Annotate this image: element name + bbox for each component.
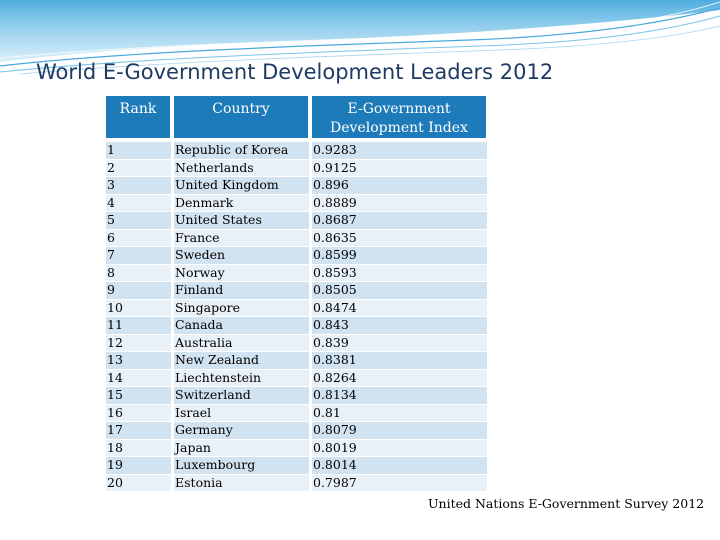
country-cell: Japan (174, 439, 309, 456)
table-row: 12 Australia 0.839 (106, 334, 487, 353)
column-header-country: Country (174, 96, 308, 138)
rank-cell: 18 (106, 439, 171, 456)
rank-cell: 12 (106, 334, 171, 351)
country-cell: France (174, 229, 309, 246)
index-cell: 0.8635 (312, 229, 487, 246)
index-cell: 0.8079 (312, 422, 487, 439)
index-cell: 0.9125 (312, 159, 487, 176)
rank-cell: 11 (106, 317, 171, 334)
country-cell: Switzerland (174, 387, 309, 404)
table-row: 4 Denmark 0.8889 (106, 194, 487, 213)
index-cell: 0.7987 (312, 474, 487, 491)
country-cell: Israel (174, 404, 309, 421)
table-row: 11 Canada 0.843 (106, 317, 487, 335)
column-header-country-label: Country (212, 101, 270, 117)
table-row: 16 Israel 0.81 (106, 404, 487, 423)
source-citation: United Nations E-Government Survey 2012 (428, 496, 705, 511)
rank-cell: 13 (106, 352, 171, 369)
index-cell: 0.8134 (312, 387, 487, 404)
rank-cell: 10 (106, 299, 171, 316)
table-row: 15 Switzerland 0.8134 (106, 387, 487, 405)
index-cell: 0.896 (312, 177, 487, 194)
country-cell: Netherlands (174, 159, 309, 176)
index-cell: 0.8599 (312, 247, 487, 264)
country-cell: Luxembourg (174, 457, 309, 474)
index-cell: 0.8264 (312, 369, 487, 386)
country-cell: Australia (174, 334, 309, 351)
table-row: 9 Finland 0.8505 (106, 282, 487, 300)
country-cell: New Zealand (174, 352, 309, 369)
index-cell: 0.839 (312, 334, 487, 351)
rank-cell: 9 (106, 282, 171, 299)
slide-title: World E-Government Development Leaders 2… (36, 60, 554, 84)
rank-cell: 20 (106, 474, 171, 491)
rank-cell: 7 (106, 247, 171, 264)
index-cell: 0.8019 (312, 439, 487, 456)
table-row: 6 France 0.8635 (106, 229, 487, 248)
rank-cell: 2 (106, 159, 171, 176)
table-row: 10 Singapore 0.8474 (106, 299, 487, 318)
table-row: 14 Liechtenstein 0.8264 (106, 369, 487, 388)
country-cell: Germany (174, 422, 309, 439)
country-cell: Republic of Korea (174, 142, 309, 159)
table-row: 19 Luxembourg 0.8014 (106, 457, 487, 475)
country-cell: Denmark (174, 194, 309, 211)
rank-cell: 4 (106, 194, 171, 211)
column-header-index-line2: Development Index (330, 120, 468, 136)
index-cell: 0.9283 (312, 142, 487, 159)
rank-cell: 19 (106, 457, 171, 474)
index-cell: 0.843 (312, 317, 487, 334)
rank-cell: 14 (106, 369, 171, 386)
index-cell: 0.8505 (312, 282, 487, 299)
rank-cell: 5 (106, 212, 171, 229)
country-cell: Singapore (174, 299, 309, 316)
country-cell: Estonia (174, 474, 309, 491)
column-header-rank-label: Rank (119, 101, 157, 117)
country-cell: Canada (174, 317, 309, 334)
rank-cell: 6 (106, 229, 171, 246)
country-cell: United States (174, 212, 309, 229)
table-row: 13 New Zealand 0.8381 (106, 352, 487, 370)
table-row: 20 Estonia 0.7987 (106, 474, 487, 493)
country-cell: Norway (174, 264, 309, 281)
table-row: 2 Netherlands 0.9125 (106, 159, 487, 178)
rank-cell: 15 (106, 387, 171, 404)
table-row: 1 Republic of Korea 0.9283 (106, 142, 487, 160)
table-row: 5 United States 0.8687 (106, 212, 487, 230)
column-header-index: E-Government Development Index (312, 96, 486, 138)
rank-cell: 17 (106, 422, 171, 439)
column-header-index-line1: E-Government (347, 101, 451, 117)
rank-cell: 8 (106, 264, 171, 281)
table-row: 3 United Kingdom 0.896 (106, 177, 487, 195)
index-cell: 0.8474 (312, 299, 487, 316)
table-row: 18 Japan 0.8019 (106, 439, 487, 458)
table-body: 1 Republic of Korea 0.9283 2 Netherlands 0.91… (106, 142, 487, 493)
rank-cell: 3 (106, 177, 171, 194)
index-cell: 0.8014 (312, 457, 487, 474)
decorative-wave-banner (0, 0, 720, 75)
table-row: 17 Germany 0.8079 (106, 422, 487, 440)
index-cell: 0.8593 (312, 264, 487, 281)
rank-cell: 16 (106, 404, 171, 421)
index-cell: 0.8381 (312, 352, 487, 369)
index-cell: 0.8889 (312, 194, 487, 211)
index-cell: 0.81 (312, 404, 487, 421)
index-cell: 0.8687 (312, 212, 487, 229)
country-cell: Sweden (174, 247, 309, 264)
table-row: 8 Norway 0.8593 (106, 264, 487, 283)
country-cell: Finland (174, 282, 309, 299)
column-header-rank: Rank (106, 96, 170, 138)
rank-cell: 1 (106, 142, 171, 159)
country-cell: United Kingdom (174, 177, 309, 194)
country-cell: Liechtenstein (174, 369, 309, 386)
table-row: 7 Sweden 0.8599 (106, 247, 487, 265)
